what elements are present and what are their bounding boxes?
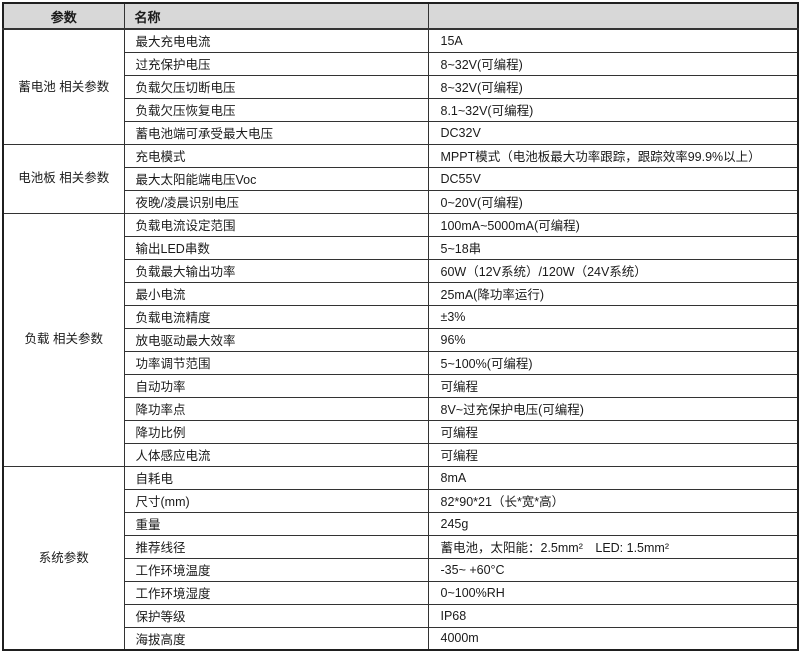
param-value-cell: 可编程 (427, 373, 799, 398)
param-name-cell: 推荐线径 (123, 534, 429, 559)
param-value-cell: 8mA (427, 465, 799, 490)
param-value-cell: MPPT模式（电池板最大功率跟踪，跟踪效率99.9%以上） (427, 143, 799, 168)
param-value-cell: 0~100%RH (427, 580, 799, 605)
param-name-cell: 负载电流设定范围 (123, 212, 429, 237)
column-header-value (427, 2, 799, 30)
table-row: 负载最大输出功率 60W（12V系统）/120W（24V系统） (3, 258, 799, 283)
param-name-cell: 最小电流 (123, 281, 429, 306)
table-row: 人体感应电流 可编程 (3, 442, 799, 467)
param-name-cell: 充电模式 (123, 143, 429, 168)
param-value-cell: DC55V (427, 166, 799, 191)
table-row: 蓄电池 相关参数 最大充电电流 15A (2, 28, 799, 145)
table-row: 过充保护电压 8~32V(可编程) (3, 51, 799, 76)
category-cell-battery: 蓄电池 相关参数 (2, 28, 125, 145)
param-name-cell: 工作环境湿度 (123, 580, 429, 605)
param-name-cell: 放电驱动最大效率 (123, 327, 429, 352)
param-name-cell: 最大充电电流 (123, 28, 429, 53)
param-value-cell: 蓄电池，太阳能：2.5mm² LED: 1.5mm² (427, 534, 799, 559)
param-value-cell: 4000m (427, 626, 799, 651)
param-value-cell: 可编程 (427, 419, 799, 444)
param-value-cell: 8~32V(可编程) (427, 51, 799, 76)
param-value-cell: 8V~过充保护电压(可编程) (427, 396, 799, 421)
header-row: 参数 名称 (2, 2, 799, 30)
param-value-cell: 96% (427, 327, 799, 352)
param-value-cell: 8~32V(可编程) (427, 74, 799, 99)
param-name-cell: 人体感应电流 (123, 442, 429, 467)
param-value-cell: 8.1~32V(可编程) (427, 97, 799, 122)
category-cell-panel: 电池板 相关参数 (2, 143, 125, 214)
param-name-cell: 海拔高度 (123, 626, 429, 651)
param-value-cell: 60W（12V系统）/120W（24V系统） (427, 258, 799, 283)
param-name-cell: 负载电流精度 (123, 304, 429, 329)
param-value-cell: 15A (427, 28, 799, 53)
table-row: 蓄电池端可承受最大电压 DC32V (3, 120, 799, 145)
table-row: 输出LED串数 5~18串 (3, 235, 799, 260)
table-row: 降功率点 8V~过充保护电压(可编程) (3, 396, 799, 421)
param-name-cell: 尺寸(mm) (123, 488, 429, 513)
column-header-param: 参数 (2, 2, 125, 30)
table-row: 海拔高度 4000m (3, 626, 799, 651)
column-header-name: 名称 (123, 2, 429, 30)
param-name-cell: 自耗电 (123, 465, 429, 490)
param-name-cell: 夜晚/凌晨识别电压 (123, 189, 429, 214)
param-name-cell: 负载欠压恢复电压 (123, 97, 429, 122)
table-row: 负载欠压恢复电压 8.1~32V(可编程) (3, 97, 799, 122)
param-name-cell: 工作环境温度 (123, 557, 429, 582)
param-name-cell: 自动功率 (123, 373, 429, 398)
table-row: 降功比例 可编程 (3, 419, 799, 444)
param-name-cell: 保护等级 (123, 603, 429, 628)
param-value-cell: IP68 (427, 603, 799, 628)
table-row: 保护等级 IP68 (3, 603, 799, 628)
param-value-cell: 可编程 (427, 442, 799, 467)
param-value-cell: DC32V (427, 120, 799, 145)
table-row: 工作环境温度 -35~ +60°C (3, 557, 799, 582)
param-name-cell: 功率调节范围 (123, 350, 429, 375)
param-value-cell: -35~ +60°C (427, 557, 799, 582)
table-row: 系统参数 自耗电 8mA (2, 465, 799, 651)
table-row: 最大太阳能端电压Voc DC55V (3, 166, 799, 191)
table-row: 功率调节范围 5~100%(可编程) (3, 350, 799, 375)
table-row: 负载 相关参数 负载电流设定范围 100mA~5000mA(可编程) (2, 212, 799, 467)
param-value-cell: 82*90*21（长*宽*高） (427, 488, 799, 513)
param-name-cell: 最大太阳能端电压Voc (123, 166, 429, 191)
param-name-cell: 重量 (123, 511, 429, 536)
param-value-cell: 100mA~5000mA(可编程) (427, 212, 799, 237)
param-value-cell: 5~100%(可编程) (427, 350, 799, 375)
category-cell-system: 系统参数 (2, 465, 125, 651)
param-name-cell: 负载最大输出功率 (123, 258, 429, 283)
param-value-cell: 25mA(降功率运行) (427, 281, 799, 306)
table-row: 电池板 相关参数 充电模式 MPPT模式（电池板最大功率跟踪，跟踪效率99.9%… (2, 143, 799, 214)
param-value-cell: 245g (427, 511, 799, 536)
param-name-cell: 降功率点 (123, 396, 429, 421)
param-name-cell: 降功比例 (123, 419, 429, 444)
param-value-cell: 0~20V(可编程) (427, 189, 799, 214)
param-name-cell: 过充保护电压 (123, 51, 429, 76)
param-name-cell: 输出LED串数 (123, 235, 429, 260)
param-name-cell: 蓄电池端可承受最大电压 (123, 120, 429, 145)
table-row: 自动功率 可编程 (3, 373, 799, 398)
param-name-cell: 负载欠压切断电压 (123, 74, 429, 99)
param-value-cell: 5~18串 (427, 235, 799, 260)
table-row: 夜晚/凌晨识别电压 0~20V(可编程) (3, 189, 799, 214)
param-value-cell: ±3% (427, 304, 799, 329)
category-cell-load: 负载 相关参数 (2, 212, 125, 467)
